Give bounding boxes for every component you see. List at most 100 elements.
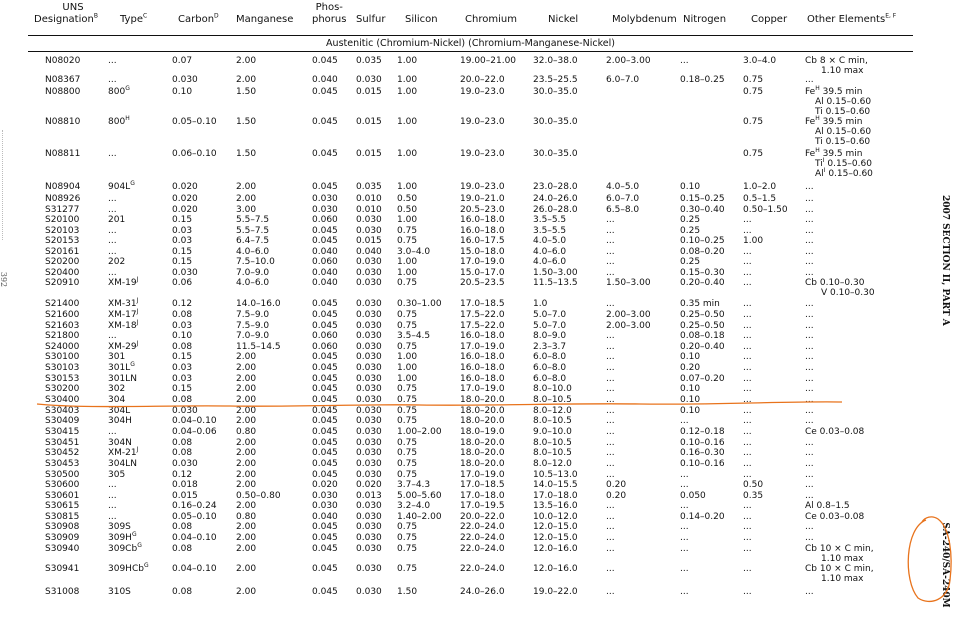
- cell-s: 0.030: [356, 470, 382, 480]
- cell-si: 0.75: [397, 226, 418, 236]
- cell-other: ...: [805, 321, 814, 331]
- cell-p: 0.030: [312, 194, 338, 204]
- header-rule-top: [28, 35, 913, 36]
- cell-mn: 2.00: [236, 459, 257, 469]
- cell-p: 0.045: [312, 406, 338, 416]
- cell-si: 1.40–2.00: [397, 512, 442, 522]
- cell-si: 0.75: [397, 342, 418, 352]
- cell-cr: 17.0–18.5: [460, 299, 505, 309]
- cell-cu: ...: [743, 363, 752, 373]
- cell-other: ...: [805, 448, 814, 458]
- cell-s: 0.030: [356, 321, 382, 331]
- cell-ni: 23.0–28.0: [533, 182, 578, 192]
- cell-c: 0.06: [172, 278, 193, 288]
- cell-si: 0.75: [397, 395, 418, 405]
- cell-si: 1.00: [397, 352, 418, 362]
- cell-other: AlI 0.15–0.60: [815, 167, 873, 180]
- cell-type: ...: [108, 501, 117, 511]
- cell-mo: ...: [606, 215, 615, 225]
- cell-s: 0.030: [356, 533, 382, 543]
- cell-ni: 4.0–5.0: [533, 236, 567, 246]
- cell-s: 0.030: [356, 331, 382, 341]
- cell-n: 0.14–0.20: [680, 512, 725, 522]
- cell-other: ...: [805, 406, 814, 416]
- cell-cu: ...: [743, 395, 752, 405]
- cell-n: ...: [680, 544, 689, 554]
- cell-uns: N08904: [45, 182, 81, 192]
- cell-cr: 17.5–22.0: [460, 321, 505, 331]
- cell-s: 0.015: [356, 117, 382, 127]
- header-uns: UNS DesignationB: [34, 2, 98, 26]
- cell-s: 0.030: [356, 406, 382, 416]
- cell-type: ...: [108, 236, 117, 246]
- cell-mn: 6.4–7.5: [236, 236, 270, 246]
- cell-cr: 17.5–22.0: [460, 310, 505, 320]
- cell-cr: 18.0–19.0: [460, 427, 505, 437]
- cell-mo: ...: [606, 247, 615, 257]
- cell-cr: 18.0–20.0: [460, 395, 505, 405]
- cell-mn: 2.00: [236, 352, 257, 362]
- cell-s: 0.010: [356, 194, 382, 204]
- cell-type: 202: [108, 257, 126, 267]
- cell-s: 0.030: [356, 75, 382, 85]
- cell-c: 0.08: [172, 522, 193, 532]
- cell-type: 800G: [108, 85, 130, 98]
- cell-c: 0.030: [172, 75, 198, 85]
- cell-ni: 8.0–10.0: [533, 384, 572, 394]
- cell-mn: 7.5–10.0: [236, 257, 275, 267]
- cell-uns: S30415: [45, 427, 80, 437]
- cell-other: ...: [805, 470, 814, 480]
- cell-mn: 0.80: [236, 512, 257, 522]
- cell-c: 0.08: [172, 587, 193, 597]
- cell-ni: 13.5–16.0: [533, 501, 578, 511]
- cell-uns: S30200: [45, 384, 80, 394]
- cell-ni: 6.0–8.0: [533, 363, 567, 373]
- cell-type: ...: [108, 149, 117, 159]
- cell-cr: 17.0–19.0: [460, 342, 505, 352]
- cell-s: 0.030: [356, 448, 382, 458]
- cell-c: 0.03: [172, 226, 193, 236]
- cell-other: Ti 0.15–0.60: [815, 107, 871, 117]
- cell-si: 1.00: [397, 215, 418, 225]
- cell-other: Al 0.15–0.60: [815, 97, 872, 107]
- cell-p: 0.045: [312, 587, 338, 597]
- cell-ni: 10.0–12.0: [533, 512, 578, 522]
- cell-ni: 4.0–6.0: [533, 257, 567, 267]
- cell-type: 201: [108, 215, 126, 225]
- cell-s: 0.030: [356, 501, 382, 511]
- cell-cu: 0.75: [743, 87, 764, 97]
- cell-c: 0.030: [172, 268, 198, 278]
- cell-uns: S30453: [45, 459, 80, 469]
- cell-si: 0.30–1.00: [397, 299, 442, 309]
- cell-mo: ...: [606, 544, 615, 554]
- cell-cu: ...: [743, 226, 752, 236]
- cell-ni: 30.0–35.0: [533, 117, 578, 127]
- cell-mo: ...: [606, 363, 615, 373]
- cell-cu: ...: [743, 278, 752, 288]
- cell-cu: 3.0–4.0: [743, 56, 777, 66]
- cell-mn: 2.00: [236, 448, 257, 458]
- cell-si: 1.00: [397, 257, 418, 267]
- cell-type-sup: J: [136, 340, 139, 347]
- cell-ni: 5.0–7.0: [533, 310, 567, 320]
- cell-other: ...: [805, 438, 814, 448]
- cell-ni: 32.0–38.0: [533, 56, 578, 66]
- cell-s: 0.015: [356, 87, 382, 97]
- cell-mo: ...: [606, 374, 615, 384]
- cell-cr: 16.0–17.5: [460, 236, 505, 246]
- header-other-sup: E, F: [885, 12, 897, 20]
- cell-other: ...: [805, 416, 814, 426]
- cell-other: V 0.10–0.30: [821, 288, 875, 298]
- cell-cu: ...: [743, 533, 752, 543]
- cell-mn: 2.00: [236, 406, 257, 416]
- cell-p: 0.045: [312, 149, 338, 159]
- cell-type: ...: [108, 512, 117, 522]
- cell-other: ...: [805, 374, 814, 384]
- cell-p: 0.045: [312, 544, 338, 554]
- cell-p: 0.045: [312, 117, 338, 127]
- cell-uns: S31277: [45, 205, 80, 215]
- cell-type: 304: [108, 395, 126, 405]
- cell-other: Cb 0.10–0.30: [805, 278, 865, 288]
- cell-other: ...: [805, 587, 814, 597]
- cell-mn: 2.00: [236, 363, 257, 373]
